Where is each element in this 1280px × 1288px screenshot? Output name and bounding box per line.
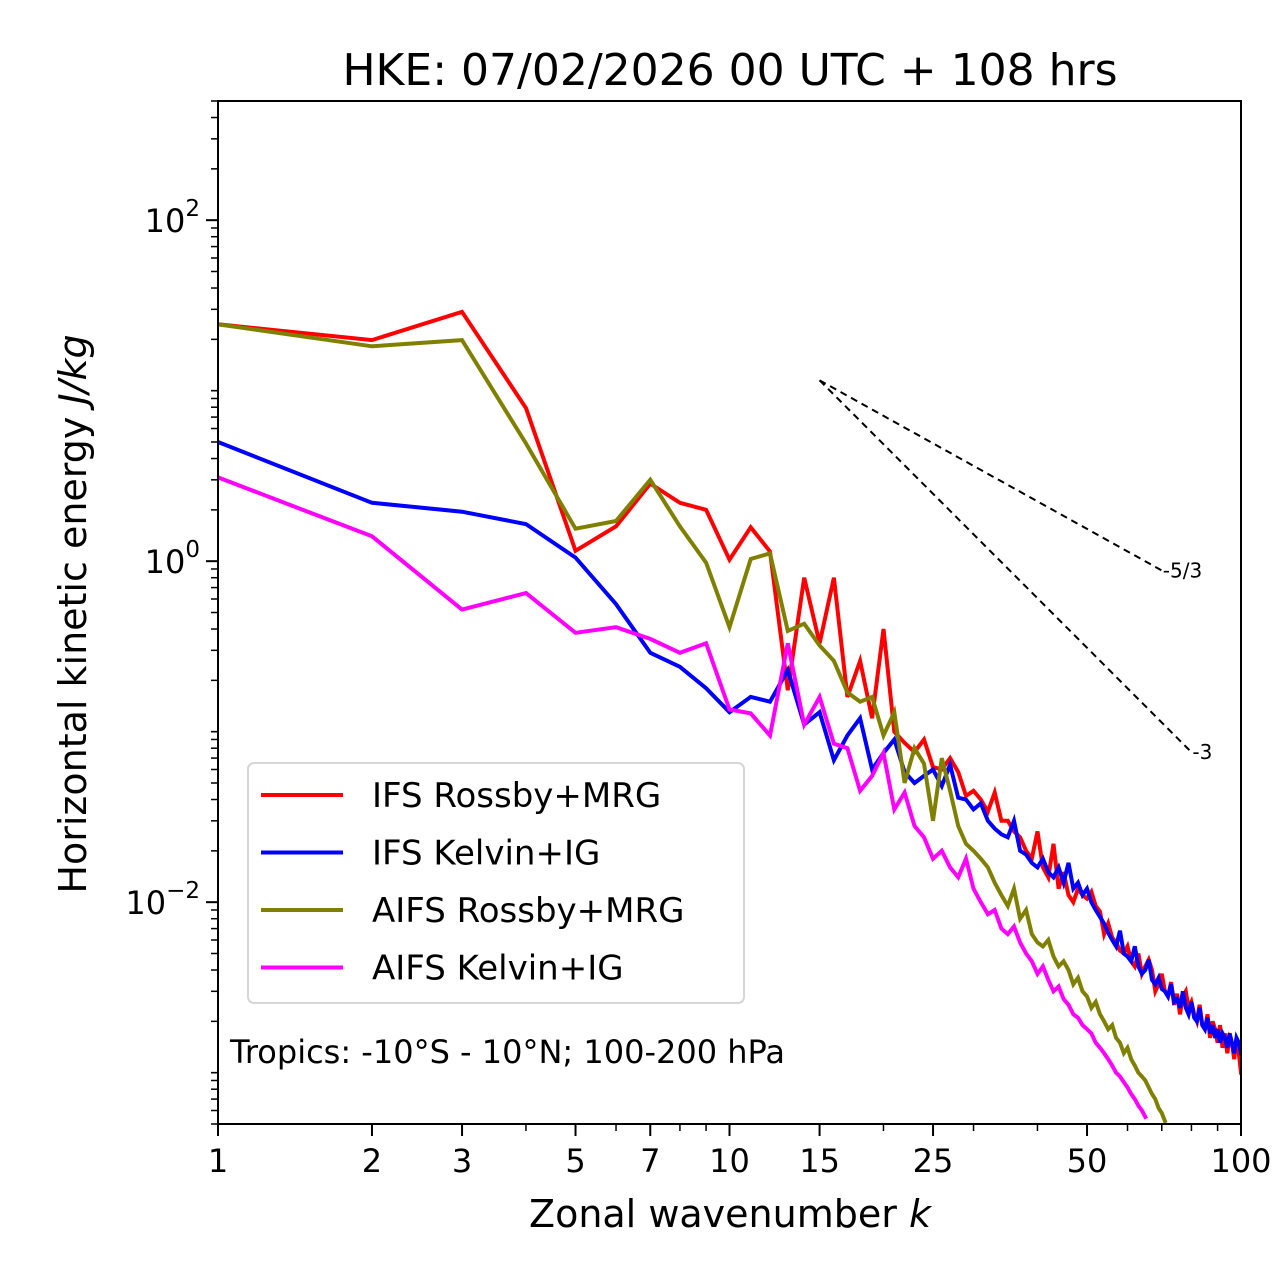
region-annotation: Tropics: -10°S - 10°N; 100-200 hPa: [229, 1033, 785, 1071]
y-tick-label: 100: [145, 537, 200, 581]
legend-entry: IFS Kelvin+IG: [261, 834, 600, 874]
y-axis-label-units: J/kg: [51, 334, 95, 411]
reference-slope-line: [818, 379, 1193, 753]
series-line-aifs-rossby-mrg: [218, 322, 1168, 1124]
series-layer: [218, 309, 1241, 1124]
x-tick-label: 15: [799, 1142, 840, 1180]
x-axis: 1 2 3 5 7 10 15 25 50 100: [208, 1124, 1272, 1180]
reference-slope-label: -3: [1192, 740, 1212, 764]
reference-slope-line: [819, 379, 1163, 572]
y-tick-label: 102: [145, 196, 200, 240]
x-axis-label: Zonal wavenumber k: [529, 1192, 933, 1236]
legend-entries: IFS Rossby+MRG IFS Kelvin+IG AIFS Rossby+M…: [261, 776, 684, 989]
x-tick-label: 25: [913, 1142, 954, 1180]
reference-slope-layer: -5/3 -3: [818, 379, 1212, 764]
legend-entry: IFS Rossby+MRG: [261, 776, 661, 816]
y-axis-label-main: Horizontal kinetic energy: [51, 405, 95, 894]
legend-label: AIFS Kelvin+IG: [372, 949, 624, 989]
legend-label: AIFS Rossby+MRG: [372, 891, 684, 931]
series-line-aifs-kelvin-ig: [218, 475, 1149, 1120]
legend-box: [247, 762, 745, 1004]
legend-entry: AIFS Rossby+MRG: [261, 891, 684, 931]
reference-slope-label: -5/3: [1163, 558, 1202, 582]
x-axis-label-main: Zonal wavenumber: [529, 1192, 909, 1236]
x-tick-label: 50: [1067, 1142, 1108, 1180]
chart-title: HKE: 07/02/2026 00 UTC + 108 hrs: [342, 45, 1117, 96]
x-tick-label: 3: [452, 1142, 472, 1180]
x-tick-label: 100: [1210, 1142, 1271, 1180]
legend-label: IFS Rossby+MRG: [372, 776, 661, 816]
x-tick-label: 7: [640, 1142, 660, 1180]
legend: IFS Rossby+MRG IFS Kelvin+IG AIFS Rossby+M…: [247, 762, 745, 1004]
legend-label: IFS Kelvin+IG: [372, 834, 600, 874]
y-tick-label: 10−2: [125, 878, 200, 922]
x-tick-label: 10: [709, 1142, 750, 1180]
legend-entry: AIFS Kelvin+IG: [261, 949, 624, 989]
series-line-ifs-kelvin-ig: [218, 439, 1241, 1056]
y-axis: 10−2 100 102: [125, 100, 218, 1125]
x-tick-label: 2: [362, 1142, 382, 1180]
x-axis-label-symbol: k: [909, 1192, 933, 1236]
x-tick-label: 1: [208, 1142, 228, 1180]
x-tick-label: 5: [565, 1142, 585, 1180]
y-axis-label: Horizontal kinetic energy J/kg: [51, 334, 95, 893]
